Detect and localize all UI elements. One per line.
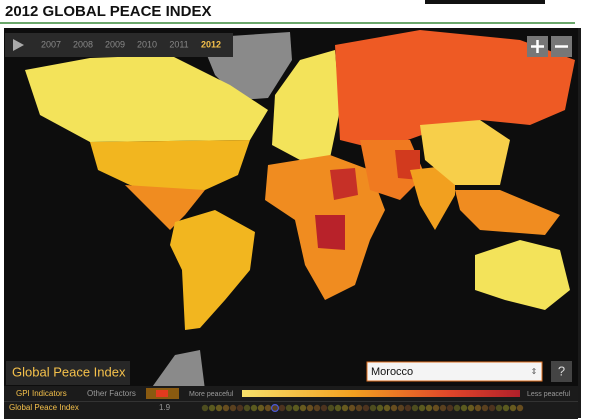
- dot: [488, 404, 496, 412]
- help-button[interactable]: [551, 361, 572, 382]
- tab-gpi[interactable]: GPI Indicators: [16, 389, 67, 398]
- dot: [278, 404, 286, 412]
- less-peaceful: Less peaceful: [527, 391, 571, 398]
- more-peaceful: More peaceful: [189, 391, 234, 398]
- australia: [475, 240, 570, 310]
- dot: [264, 404, 272, 412]
- dot: [271, 404, 279, 412]
- dot: [250, 404, 258, 412]
- year[interactable]: 2011: [169, 39, 188, 49]
- dot: [509, 404, 517, 412]
- world-map: [25, 30, 575, 390]
- zoom-in-icon: [531, 40, 544, 53]
- russia: [335, 30, 575, 150]
- dot: [397, 404, 405, 412]
- timeline-bar: [5, 33, 233, 57]
- divider: [4, 401, 578, 402]
- top-bar: [425, 0, 545, 4]
- dot: [243, 404, 251, 412]
- dot: [215, 404, 223, 412]
- dot: [236, 404, 244, 412]
- dot: [425, 404, 433, 412]
- score-dots: [201, 404, 524, 413]
- dot: [376, 404, 384, 412]
- dot: [460, 404, 468, 412]
- dot: [432, 404, 440, 412]
- dot: [229, 404, 237, 412]
- year[interactable]: 2010: [137, 39, 157, 49]
- dot: [327, 404, 335, 412]
- dot: [257, 404, 265, 412]
- central-america: [125, 185, 205, 230]
- south-america: [170, 210, 255, 330]
- dot: [201, 404, 209, 412]
- play-button[interactable]: [13, 39, 24, 51]
- edge: [578, 28, 581, 418]
- dot: [390, 404, 398, 412]
- dot: [418, 404, 426, 412]
- year-list: 2007 2008 2009 2010 2011 2012: [41, 39, 221, 49]
- dot: [334, 404, 342, 412]
- dot: [320, 404, 328, 412]
- dot: [355, 404, 363, 412]
- sudan: [330, 168, 358, 200]
- gradient-scale: [242, 390, 520, 397]
- dot: [474, 404, 482, 412]
- india: [410, 165, 455, 230]
- map-label: Global Peace Index: [12, 364, 126, 379]
- dot: [453, 404, 461, 412]
- dot: [411, 404, 419, 412]
- dot: [208, 404, 216, 412]
- indicator-score: 1.9: [159, 403, 171, 412]
- map-label-box: [6, 361, 130, 385]
- china: [420, 120, 510, 185]
- tab-other[interactable]: Other Factors: [87, 389, 136, 398]
- country-select-text: Morocco: [371, 366, 413, 378]
- indicator-name: Global Peace Index: [9, 403, 79, 412]
- dot: [285, 404, 293, 412]
- country-select[interactable]: [366, 361, 543, 382]
- dot: [306, 404, 314, 412]
- europe: [272, 50, 340, 160]
- dot: [404, 404, 412, 412]
- canada: [25, 55, 268, 142]
- dot: [341, 404, 349, 412]
- africa-conflict: [315, 215, 345, 250]
- year[interactable]: 2007: [41, 39, 61, 49]
- page-title: 2012 GLOBAL PEACE INDEX: [5, 3, 211, 20]
- dot: [446, 404, 454, 412]
- dot: [292, 404, 300, 412]
- year[interactable]: 2008: [73, 39, 93, 49]
- dot: [439, 404, 447, 412]
- tab-swatch: [156, 390, 168, 397]
- dot: [502, 404, 510, 412]
- dot: [467, 404, 475, 412]
- dot-selected: [271, 404, 280, 413]
- dot: [383, 404, 391, 412]
- help-text: ?: [558, 363, 565, 378]
- antarctica: [150, 350, 205, 390]
- dot: [369, 404, 377, 412]
- dot: [222, 404, 230, 412]
- dot: [516, 404, 524, 412]
- select-arrow: ⇕: [531, 367, 538, 376]
- usa: [90, 140, 250, 192]
- dot: [481, 404, 489, 412]
- southeast-asia: [455, 190, 560, 235]
- dot: [362, 404, 370, 412]
- year[interactable]: 2009: [105, 39, 125, 49]
- dot: [313, 404, 321, 412]
- dot: [495, 404, 503, 412]
- dot: [348, 404, 356, 412]
- year[interactable]: 2012: [201, 39, 221, 49]
- dot: [299, 404, 307, 412]
